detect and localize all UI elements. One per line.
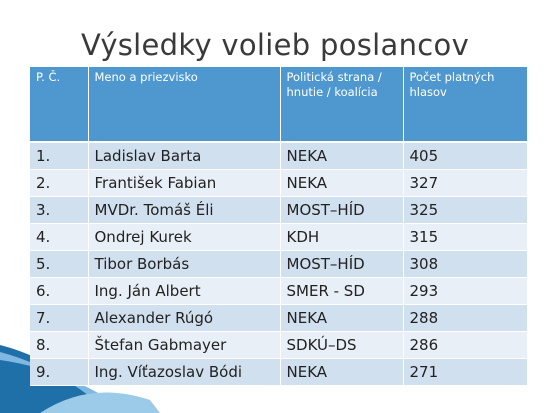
swoosh: [40, 392, 160, 413]
table-cell: 286: [403, 331, 528, 359]
table-cell: NEKA: [280, 304, 404, 332]
table-row: 8. Štefan Gabmayer SDKÚ–DS 286: [30, 331, 528, 359]
table-row: 3. MVDr. Tomáš Éli MOST–HÍD 325: [30, 196, 528, 224]
table-cell: MOST–HÍD: [280, 250, 404, 278]
table-cell: 5.: [30, 250, 89, 278]
table-row: 1. Ladislav Barta NEKA 405: [30, 142, 528, 170]
table-cell: 2.: [30, 169, 89, 197]
slide-title: Výsledky volieb poslancov: [80, 28, 470, 62]
table-cell: Ing. Víťazoslav Bódi: [88, 358, 281, 386]
table-cell: 3.: [30, 196, 89, 224]
table-cell: Ladislav Barta: [88, 142, 281, 170]
table-cell: SMER - SD: [280, 277, 404, 305]
header-cell: Počet platných hlasov: [403, 67, 528, 143]
results-table: P. Č. Meno a priezvisko Politická strana /…: [30, 67, 528, 386]
table-cell: Štefan Gabmayer: [88, 331, 281, 359]
table-cell: MVDr. Tomáš Éli: [88, 196, 281, 224]
table-cell: KDH: [280, 223, 404, 251]
table-row: 9. Ing. Víťazoslav Bódi NEKA 271: [30, 358, 528, 386]
table-cell: 308: [403, 250, 528, 278]
table-cell: 315: [403, 223, 528, 251]
table-cell: NEKA: [280, 142, 404, 170]
table-cell: 327: [403, 169, 528, 197]
table-row: 6. Ing. Ján Albert SMER - SD 293: [30, 277, 528, 305]
header-cell: Politická strana / hnutie / koalícia: [280, 67, 404, 143]
header-cell: Meno a priezvisko: [88, 67, 281, 143]
header-row: P. Č. Meno a priezvisko Politická strana /…: [30, 67, 528, 143]
table-cell: 293: [403, 277, 528, 305]
table-cell: 6.: [30, 277, 89, 305]
table-cell: 7.: [30, 304, 89, 332]
table-cell: 405: [403, 142, 528, 170]
table-cell: 8.: [30, 331, 89, 359]
table-cell: Ing. Ján Albert: [88, 277, 281, 305]
table-row: 4. Ondrej Kurek KDH 315: [30, 223, 528, 251]
table-cell: 271: [403, 358, 528, 386]
table-cell: SDKÚ–DS: [280, 331, 404, 359]
table-cell: NEKA: [280, 169, 404, 197]
table-row: 7. Alexander Rúgó NEKA 288: [30, 304, 528, 332]
table-row: 5. Tibor Borbás MOST–HÍD 308: [30, 250, 528, 278]
table-cell: MOST–HÍD: [280, 196, 404, 224]
table-cell: 288: [403, 304, 528, 332]
table-cell: NEKA: [280, 358, 404, 386]
table-cell: František Fabian: [88, 169, 281, 197]
table-cell: Tibor Borbás: [88, 250, 281, 278]
table-cell: Alexander Rúgó: [88, 304, 281, 332]
header-cell: P. Č.: [30, 67, 89, 143]
table-cell: 1.: [30, 142, 89, 170]
table-cell: 4.: [30, 223, 89, 251]
table-cell: 9.: [30, 358, 89, 386]
table-cell: 325: [403, 196, 528, 224]
table-cell: Ondrej Kurek: [88, 223, 281, 251]
table-row: 2. František Fabian NEKA 327: [30, 169, 528, 197]
